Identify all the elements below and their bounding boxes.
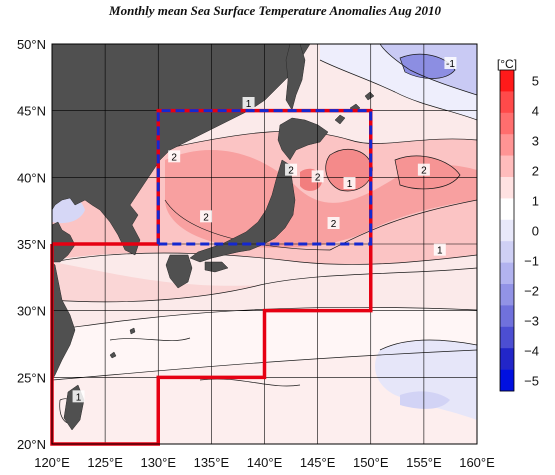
colorbar-tick-label: 4 bbox=[532, 104, 539, 119]
contour-label: 1 bbox=[242, 97, 255, 110]
colorbar-swatch bbox=[500, 155, 514, 178]
lat-tick-label: 40°N bbox=[17, 170, 46, 185]
colorbar-tick-label: −2 bbox=[524, 283, 539, 298]
contour-labels: 2 2 2 2 2 2 1 1 1 1 -1 bbox=[72, 57, 457, 403]
colorbar-tick-label: −5 bbox=[524, 373, 539, 388]
colorbar: [°C] 5 4 3 2 1 0 −1 −2 −3 −4 −5 bbox=[497, 57, 539, 392]
lon-tick-label: 145°E bbox=[300, 455, 336, 470]
contour-label: 1 bbox=[343, 177, 356, 190]
svg-text:-1: -1 bbox=[446, 59, 455, 70]
lat-tick-label: 50°N bbox=[17, 37, 46, 52]
svg-text:2: 2 bbox=[171, 152, 177, 163]
svg-text:2: 2 bbox=[288, 166, 294, 177]
contour-label: 2 bbox=[311, 170, 324, 183]
lon-tick-label: 160°E bbox=[459, 455, 495, 470]
svg-text:1: 1 bbox=[246, 99, 252, 110]
lat-tick-label: 45°N bbox=[17, 104, 46, 119]
lat-tick-label: 30°N bbox=[17, 304, 46, 319]
contour-label: 1 bbox=[72, 390, 85, 403]
lon-tick-label: 135°E bbox=[194, 455, 230, 470]
colorbar-tick-label: 3 bbox=[532, 134, 539, 149]
colorbar-unit: [°C] bbox=[497, 57, 517, 71]
svg-text:2: 2 bbox=[421, 166, 427, 177]
colorbar-tick-label: 5 bbox=[532, 74, 539, 89]
colorbar-swatch bbox=[500, 70, 514, 92]
lat-tick-labels: 20°N 25°N 30°N 35°N 40°N 45°N 50°N bbox=[17, 37, 46, 452]
colorbar-swatch bbox=[500, 91, 514, 114]
svg-text:1: 1 bbox=[437, 246, 443, 257]
contour-label: 2 bbox=[168, 150, 181, 163]
colorbar-tick-label: 1 bbox=[532, 194, 539, 209]
map-title: Monthly mean Sea Surface Temperature Ano… bbox=[109, 3, 441, 18]
colorbar-swatch bbox=[500, 369, 514, 392]
contour-label: 1 bbox=[433, 243, 446, 257]
svg-text:1: 1 bbox=[347, 179, 353, 190]
blue-region-outline bbox=[156, 109, 373, 246]
colorbar-swatch bbox=[500, 177, 514, 199]
colorbar-tick-label: −1 bbox=[524, 253, 539, 268]
lat-tick-label: 25°N bbox=[17, 370, 46, 385]
lon-tick-label: 125°E bbox=[87, 455, 123, 470]
contour-label: 2 bbox=[327, 217, 340, 230]
colorbar-frame bbox=[499, 69, 515, 392]
lon-tick-label: 140°E bbox=[247, 455, 283, 470]
contour-label: 2 bbox=[200, 210, 213, 223]
svg-text:2: 2 bbox=[315, 172, 321, 183]
contour-label: 2 bbox=[285, 163, 298, 177]
lon-tick-label: 155°E bbox=[406, 455, 442, 470]
svg-text:1: 1 bbox=[76, 392, 82, 403]
colorbar-tick-label: 2 bbox=[532, 164, 539, 179]
lat-tick-label: 35°N bbox=[17, 237, 46, 252]
lat-tick-label: 20°N bbox=[17, 437, 46, 452]
land bbox=[52, 44, 375, 431]
colorbar-tick-label: −3 bbox=[524, 313, 539, 328]
lon-tick-label: 130°E bbox=[140, 455, 176, 470]
colorbar-swatch bbox=[500, 284, 514, 306]
colorbar-swatch bbox=[500, 348, 514, 370]
svg-text:2: 2 bbox=[331, 219, 337, 230]
lon-tick-label: 120°E bbox=[34, 455, 70, 470]
colorbar-swatch bbox=[500, 198, 514, 221]
colorbar-tick-label: −4 bbox=[524, 343, 539, 358]
colorbar-swatch bbox=[500, 241, 514, 263]
colorbar-swatch bbox=[500, 134, 514, 156]
colorbar-swatch bbox=[500, 112, 514, 135]
svg-text:2: 2 bbox=[203, 212, 209, 223]
colorbar-swatch bbox=[500, 262, 514, 285]
contour-label: -1 bbox=[444, 57, 457, 70]
colorbar-swatch bbox=[500, 305, 514, 328]
lon-tick-labels: 120°E 125°E 130°E 135°E 140°E 145°E 150°E 155°E… bbox=[34, 455, 495, 470]
colorbar-tick-label: 0 bbox=[532, 224, 539, 239]
contour-label: 2 bbox=[417, 163, 430, 177]
colorbar-swatch bbox=[500, 326, 514, 349]
map-frame bbox=[51, 43, 478, 445]
lon-tick-label: 150°E bbox=[353, 455, 389, 470]
colorbar-swatch bbox=[500, 219, 514, 242]
